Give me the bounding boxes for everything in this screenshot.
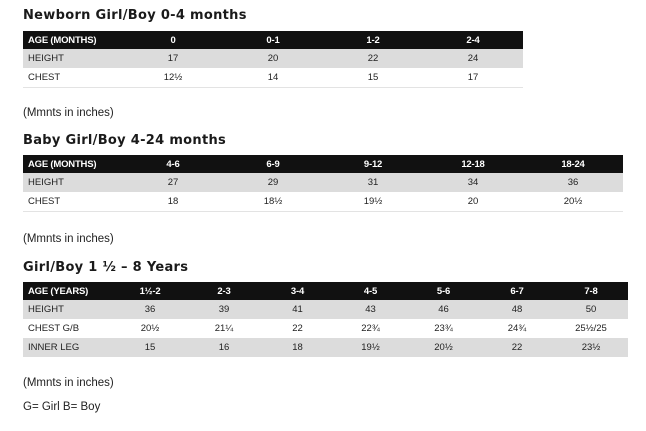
column-header: 7-8 bbox=[554, 282, 628, 300]
section-title-baby: Baby Girl/Boy 4-24 months bbox=[23, 133, 227, 148]
row-label: INNER LEG bbox=[23, 338, 113, 357]
measurement-note: (Mmnts in inches) bbox=[23, 233, 114, 245]
table-cell: 36 bbox=[113, 300, 187, 319]
table-cell: 12½ bbox=[123, 68, 223, 88]
table-cell: 22 bbox=[480, 338, 554, 357]
row-label: HEIGHT bbox=[23, 173, 123, 192]
measurement-note: (Mmnts in inches) bbox=[23, 377, 114, 389]
table-cell: 18 bbox=[123, 192, 223, 212]
column-header: 5-6 bbox=[407, 282, 480, 300]
column-header: 2-4 bbox=[423, 31, 523, 49]
table-cell: 41 bbox=[261, 300, 334, 319]
column-header: 6-7 bbox=[480, 282, 554, 300]
row-label: HEIGHT bbox=[23, 49, 123, 68]
table-header-row: AGE (MONTHS) 4-6 6-9 9-12 12-18 18-24 bbox=[23, 155, 623, 173]
gender-legend: G= Girl B= Boy bbox=[23, 401, 101, 413]
table-cell: 20½ bbox=[523, 192, 623, 212]
table-cell: 17 bbox=[423, 68, 523, 88]
measurement-note: (Mmnts in inches) bbox=[23, 107, 114, 119]
column-header: AGE (MONTHS) bbox=[23, 155, 123, 173]
size-table-newborn: AGE (MONTHS) 0 0-1 1-2 2-4 HEIGHT 17 20 … bbox=[23, 31, 523, 88]
section-title-newborn: Newborn Girl/Boy 0-4 months bbox=[23, 8, 247, 23]
table-cell: 18½ bbox=[223, 192, 323, 212]
row-label: HEIGHT bbox=[23, 300, 113, 319]
table-row: HEIGHT 36 39 41 43 46 48 50 bbox=[23, 300, 628, 319]
table-cell: 15 bbox=[113, 338, 187, 357]
table-header-row: AGE (YEARS) 1½-2 2-3 3-4 4-5 5-6 6-7 7-8 bbox=[23, 282, 628, 300]
table-cell: 20 bbox=[423, 192, 523, 212]
table-cell: 21¼ bbox=[187, 319, 261, 338]
row-label: CHEST bbox=[23, 68, 123, 88]
table-cell: 39 bbox=[187, 300, 261, 319]
table-row: CHEST 12½ 14 15 17 bbox=[23, 68, 523, 88]
table-cell: 22 bbox=[261, 319, 334, 338]
table-cell: 15 bbox=[323, 68, 423, 88]
table-cell: 27 bbox=[123, 173, 223, 192]
column-header: 6-9 bbox=[223, 155, 323, 173]
table-cell: 24 bbox=[423, 49, 523, 68]
table-cell: 34 bbox=[423, 173, 523, 192]
table-cell: 29 bbox=[223, 173, 323, 192]
table-cell: 31 bbox=[323, 173, 423, 192]
table-row: HEIGHT 17 20 22 24 bbox=[23, 49, 523, 68]
table-cell: 43 bbox=[334, 300, 407, 319]
table-header-row: AGE (MONTHS) 0 0-1 1-2 2-4 bbox=[23, 31, 523, 49]
table-cell: 19½ bbox=[323, 192, 423, 212]
row-label: CHEST bbox=[23, 192, 123, 212]
column-header: 1-2 bbox=[323, 31, 423, 49]
table-cell: 22 bbox=[323, 49, 423, 68]
table-cell: 16 bbox=[187, 338, 261, 357]
table-cell: 23¾ bbox=[407, 319, 480, 338]
column-header: 2-3 bbox=[187, 282, 261, 300]
column-header: AGE (YEARS) bbox=[23, 282, 113, 300]
column-header: 4-5 bbox=[334, 282, 407, 300]
column-header: AGE (MONTHS) bbox=[23, 31, 123, 49]
section-title-kids: Girl/Boy 1 ½ – 8 Years bbox=[23, 260, 189, 275]
table-cell: 23½ bbox=[554, 338, 628, 357]
table-row: CHEST 18 18½ 19½ 20 20½ bbox=[23, 192, 623, 212]
table-cell: 36 bbox=[523, 173, 623, 192]
column-header: 0 bbox=[123, 31, 223, 49]
row-label: CHEST G/B bbox=[23, 319, 113, 338]
table-cell: 14 bbox=[223, 68, 323, 88]
size-table-baby: AGE (MONTHS) 4-6 6-9 9-12 12-18 18-24 HE… bbox=[23, 155, 623, 212]
column-header: 0-1 bbox=[223, 31, 323, 49]
table-cell: 48 bbox=[480, 300, 554, 319]
column-header: 9-12 bbox=[323, 155, 423, 173]
table-cell: 22¾ bbox=[334, 319, 407, 338]
table-cell: 46 bbox=[407, 300, 480, 319]
column-header: 18-24 bbox=[523, 155, 623, 173]
table-cell: 17 bbox=[123, 49, 223, 68]
table-cell: 25½/25 bbox=[554, 319, 628, 338]
table-cell: 19½ bbox=[334, 338, 407, 357]
column-header: 4-6 bbox=[123, 155, 223, 173]
column-header: 12-18 bbox=[423, 155, 523, 173]
table-cell: 20½ bbox=[113, 319, 187, 338]
table-row: CHEST G/B 20½ 21¼ 22 22¾ 23¾ 24¾ 25½/25 bbox=[23, 319, 628, 338]
column-header: 1½-2 bbox=[113, 282, 187, 300]
table-cell: 18 bbox=[261, 338, 334, 357]
table-cell: 50 bbox=[554, 300, 628, 319]
column-header: 3-4 bbox=[261, 282, 334, 300]
table-cell: 24¾ bbox=[480, 319, 554, 338]
size-table-kids: AGE (YEARS) 1½-2 2-3 3-4 4-5 5-6 6-7 7-8… bbox=[23, 282, 628, 357]
table-row: INNER LEG 15 16 18 19½ 20½ 22 23½ bbox=[23, 338, 628, 357]
table-row: HEIGHT 27 29 31 34 36 bbox=[23, 173, 623, 192]
table-cell: 20½ bbox=[407, 338, 480, 357]
table-cell: 20 bbox=[223, 49, 323, 68]
